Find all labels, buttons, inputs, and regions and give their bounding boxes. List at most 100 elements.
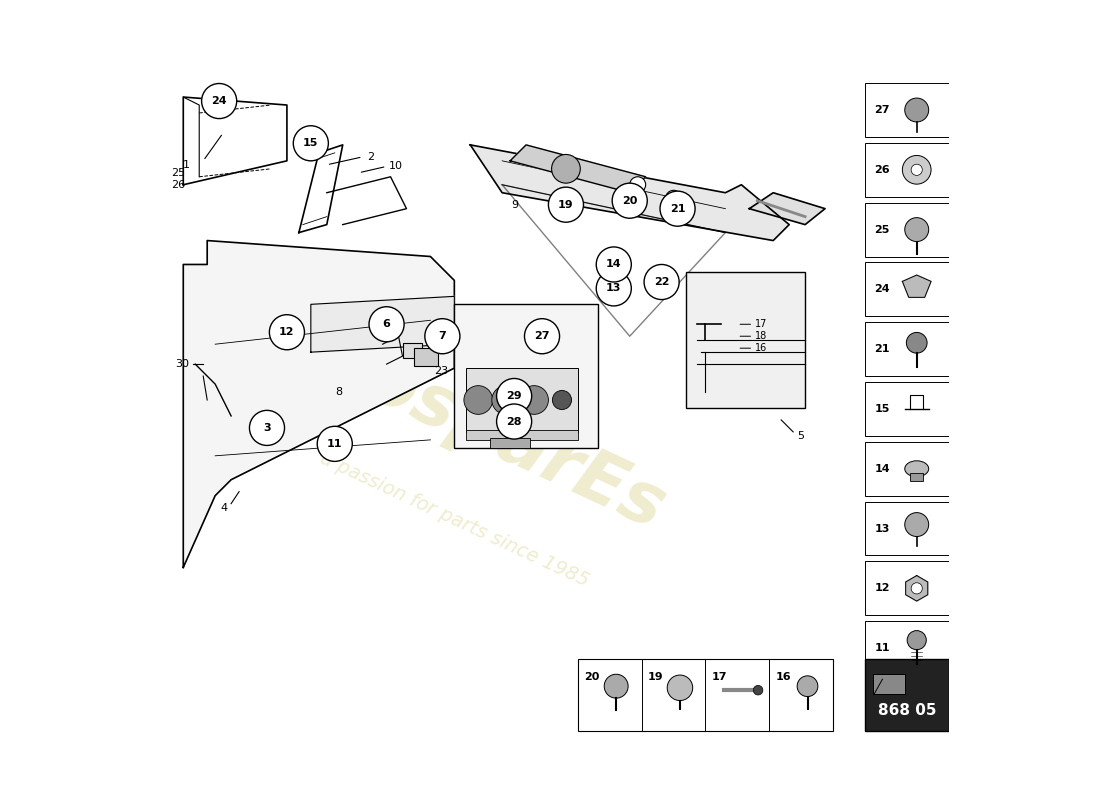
Circle shape: [666, 190, 682, 206]
Text: 27: 27: [874, 105, 890, 115]
Polygon shape: [905, 575, 927, 601]
Circle shape: [496, 378, 531, 414]
Text: 17: 17: [755, 319, 768, 330]
Bar: [865, 322, 948, 376]
Circle shape: [525, 318, 560, 354]
Text: 23: 23: [434, 366, 449, 376]
Text: 15: 15: [874, 404, 890, 414]
Text: 25: 25: [874, 225, 890, 234]
Text: eurosparEs: eurosparEs: [232, 288, 676, 544]
Bar: [865, 262, 948, 316]
Text: 19: 19: [648, 672, 663, 682]
Text: 3: 3: [263, 423, 271, 433]
Circle shape: [902, 155, 931, 184]
Circle shape: [668, 675, 693, 701]
Text: 21: 21: [874, 344, 890, 354]
Polygon shape: [471, 145, 789, 241]
Circle shape: [496, 404, 531, 439]
Text: 26: 26: [874, 165, 890, 175]
Text: 10: 10: [389, 162, 403, 171]
Circle shape: [906, 333, 927, 353]
Circle shape: [908, 630, 926, 650]
Text: 2: 2: [366, 152, 374, 162]
Circle shape: [549, 187, 583, 222]
Text: 6: 6: [383, 319, 390, 330]
Circle shape: [425, 318, 460, 354]
Text: 8: 8: [334, 387, 342, 397]
Circle shape: [660, 191, 695, 226]
Text: 17: 17: [712, 672, 727, 682]
Polygon shape: [184, 241, 454, 567]
Circle shape: [645, 265, 679, 299]
Bar: [491, 438, 530, 448]
Bar: [865, 143, 948, 197]
Text: 20: 20: [584, 672, 600, 682]
Circle shape: [201, 83, 236, 118]
Circle shape: [519, 386, 549, 414]
Bar: [466, 430, 578, 440]
Bar: [865, 202, 948, 257]
Text: 7: 7: [439, 331, 447, 342]
Polygon shape: [311, 296, 454, 352]
Circle shape: [613, 183, 647, 218]
Circle shape: [629, 177, 646, 193]
Circle shape: [911, 164, 922, 175]
Circle shape: [551, 154, 581, 183]
Text: 29: 29: [506, 391, 521, 401]
Bar: [911, 473, 923, 481]
Text: 18: 18: [755, 331, 767, 342]
Text: 24: 24: [874, 284, 890, 294]
Circle shape: [905, 218, 928, 242]
Text: 11: 11: [874, 643, 890, 653]
Text: 9: 9: [512, 200, 519, 210]
Text: 13: 13: [606, 283, 621, 294]
Text: 12: 12: [874, 583, 890, 594]
Ellipse shape: [905, 461, 928, 477]
Bar: [865, 562, 948, 615]
Bar: [466, 368, 578, 432]
Polygon shape: [510, 145, 646, 193]
Text: 22: 22: [653, 277, 670, 287]
Text: 24: 24: [211, 96, 227, 106]
Text: 14: 14: [874, 464, 890, 474]
Text: 11: 11: [327, 439, 342, 449]
Text: 27: 27: [535, 331, 550, 342]
Circle shape: [604, 674, 628, 698]
Polygon shape: [749, 193, 825, 225]
Text: 19: 19: [558, 200, 574, 210]
Text: 4: 4: [220, 502, 227, 513]
Text: 25: 25: [170, 168, 185, 178]
Circle shape: [250, 410, 285, 446]
Circle shape: [464, 386, 493, 414]
Bar: [865, 622, 948, 675]
Circle shape: [905, 513, 928, 537]
Text: 28: 28: [506, 417, 521, 426]
Circle shape: [294, 126, 329, 161]
Text: 1: 1: [183, 160, 189, 170]
Circle shape: [492, 386, 520, 414]
Text: 868 05: 868 05: [878, 703, 936, 718]
Text: 12: 12: [279, 327, 295, 338]
Bar: [865, 659, 948, 731]
Text: 20: 20: [621, 196, 637, 206]
Circle shape: [270, 314, 305, 350]
Circle shape: [596, 247, 631, 282]
Text: 16: 16: [755, 343, 767, 353]
Bar: [415, 348, 439, 366]
Text: 13: 13: [874, 523, 890, 534]
Text: a passion for parts since 1985: a passion for parts since 1985: [317, 449, 592, 590]
Bar: [685, 273, 805, 408]
Bar: [865, 83, 948, 137]
Polygon shape: [902, 275, 931, 298]
Text: 14: 14: [606, 259, 621, 270]
Circle shape: [596, 271, 631, 306]
Bar: [865, 442, 948, 496]
Bar: [403, 343, 422, 358]
Circle shape: [905, 98, 928, 122]
Bar: [865, 502, 948, 555]
Bar: [578, 659, 833, 731]
Circle shape: [798, 676, 818, 697]
Circle shape: [911, 582, 922, 594]
Circle shape: [754, 686, 763, 695]
Circle shape: [552, 390, 572, 410]
